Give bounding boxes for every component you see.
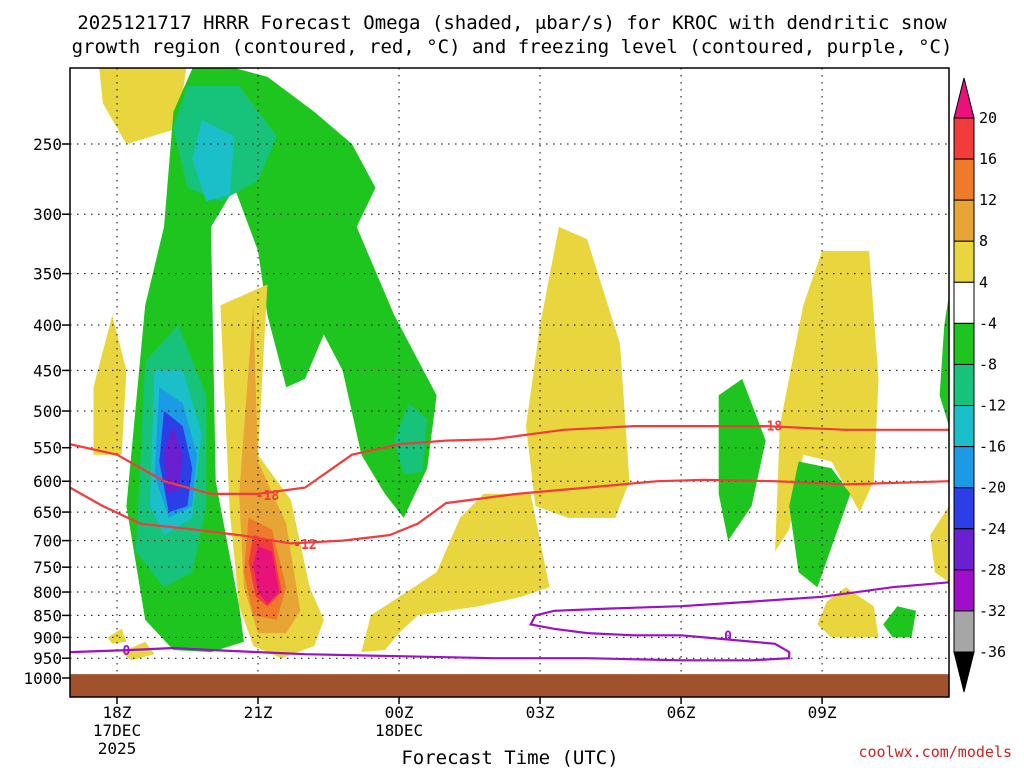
y-tick-label: 550 (33, 439, 62, 458)
colorbar-label: -4 (979, 314, 997, 332)
colorbar-label: -8 (979, 355, 997, 373)
x-tick-label: 06Z (667, 703, 696, 722)
omega-region (121, 641, 155, 661)
colorbar-segment (953, 363, 975, 407)
omega-region (526, 226, 630, 518)
colorbar: 20 16 12 8 4 -4 -8 -12 -16 -20 -24 -28 -32 -36 (953, 77, 1006, 693)
y-tick-label: 300 (33, 205, 62, 224)
ground-terrain (70, 674, 949, 697)
x-tick-label: 00Z (385, 703, 414, 722)
colorbar-segment (953, 322, 975, 365)
colorbar-segment (953, 199, 975, 242)
temperature-contours: -18 -12 -18 0 0 (70, 419, 949, 662)
colorbar-label: -36 (979, 643, 1006, 661)
x-tick-label: 18Z (103, 703, 132, 722)
omega-region (930, 506, 949, 583)
omega-region (939, 295, 949, 427)
y-tick-label: 850 (33, 606, 62, 625)
colorbar-label: -12 (979, 397, 1006, 415)
plot-frame (69, 67, 950, 698)
y-tick-label: 350 (33, 265, 62, 284)
omega-region (192, 120, 235, 202)
colorbar-segment (953, 240, 975, 283)
colorbar-label: -16 (979, 438, 1006, 456)
omega-region (394, 403, 428, 475)
dgz-contour (70, 478, 949, 545)
x-tick-date: 18DEC (375, 721, 423, 740)
colorbar-segment (953, 405, 975, 448)
y-axis: 250 300 350 400 450 500 550 600 650 700 750 800 850 9… (23, 135, 70, 688)
colorbar-top-arrow (953, 77, 975, 119)
dgz-contour-label: -18 (256, 489, 280, 504)
dgz-contour-label: -12 (293, 538, 316, 553)
colorbar-label: 8 (979, 232, 988, 250)
colorbar-label: 12 (979, 191, 997, 209)
colorbar-segment (953, 569, 975, 612)
chart-title-line2: growth region (contoured, red, °C) and f… (72, 36, 953, 58)
y-tick-label: 950 (33, 649, 62, 668)
y-tick-label: 800 (33, 583, 62, 602)
omega-region (718, 378, 766, 541)
colorbar-bottom-arrow (953, 651, 975, 693)
dgz-contour (70, 425, 949, 495)
x-tick-label: 21Z (244, 703, 273, 722)
omega-region (99, 68, 187, 144)
x-tick-date: 17DEC (93, 721, 141, 740)
chart-title-line1: 2025121717 HRRR Forecast Omega (shaded, … (77, 12, 947, 34)
y-tick-label: 650 (33, 503, 62, 522)
colorbar-label: -24 (979, 520, 1006, 538)
colorbar-segment (953, 117, 975, 160)
omega-region (361, 493, 550, 653)
colorbar-label: -28 (979, 561, 1006, 579)
omega-region (164, 426, 183, 494)
colorbar-label: 4 (979, 273, 988, 291)
colorbar-segment (953, 446, 975, 489)
y-tick-label: 400 (33, 316, 62, 335)
omega-shading (93, 68, 949, 661)
colorbar-segment (953, 158, 975, 201)
x-tick-year: 2025 (98, 739, 137, 758)
colorbar-label: 16 (979, 150, 997, 168)
freezing-level-label: 0 (724, 629, 732, 644)
omega-region (93, 315, 127, 455)
colorbar-label: -20 (979, 479, 1006, 497)
omega-region (789, 461, 851, 588)
y-tick-label: 700 (33, 532, 62, 551)
colorbar-label: 20 (979, 109, 997, 127)
y-tick-label: 1000 (23, 669, 62, 688)
colorbar-segment (953, 528, 975, 571)
dgz-contour-label: -18 (759, 419, 783, 434)
y-tick-label: 750 (33, 558, 62, 577)
y-tick-label: 450 (33, 361, 62, 380)
colorbar-label: -32 (979, 602, 1006, 620)
y-tick-label: 600 (33, 472, 62, 491)
x-tick-label: 09Z (808, 703, 837, 722)
y-tick-label: 250 (33, 135, 62, 154)
freezing-level-contour (70, 581, 949, 662)
y-tick-label: 500 (33, 402, 62, 421)
omega-region (775, 250, 879, 552)
omega-region (253, 546, 280, 604)
colorbar-segment (953, 281, 975, 324)
x-tick-label: 03Z (526, 703, 555, 722)
freezing-level-label: 0 (122, 644, 130, 659)
y-tick-label: 900 (33, 628, 62, 647)
colorbar-segment (953, 487, 975, 530)
x-axis-label: Forecast Time (UTC) (401, 747, 618, 768)
credit-text: coolwx.com/models (858, 743, 1012, 761)
colorbar-segment (953, 610, 975, 653)
omega-region (817, 587, 879, 638)
omega-region (883, 606, 917, 638)
